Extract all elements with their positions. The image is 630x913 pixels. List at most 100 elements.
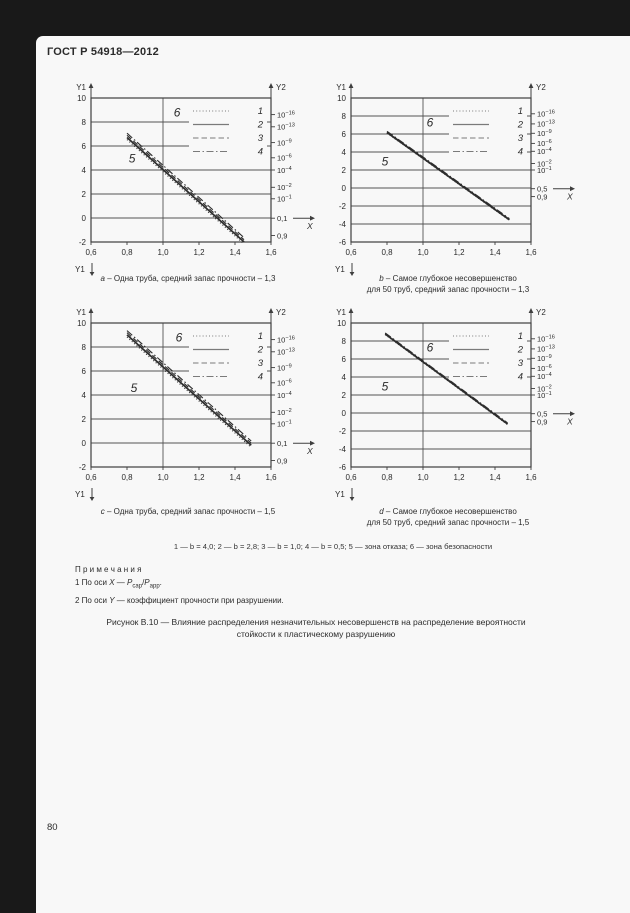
y2-tick-label: 10−9 <box>277 138 292 147</box>
note-2: 2 По оси Y — коэффициент прочности при р… <box>75 595 284 605</box>
x-axis-label: X <box>566 192 573 202</box>
legend-item-label: 1 <box>258 106 263 117</box>
y2-tick-label: 10−4 <box>537 147 552 156</box>
y1-tick-label: 10 <box>337 94 346 103</box>
y1-tick-label: -2 <box>339 427 347 436</box>
x-tick-label: 1,4 <box>229 248 241 257</box>
y2-tick-label: 10−13 <box>277 123 295 132</box>
y2-tick-label: 10−16 <box>277 110 295 119</box>
safety-zone-label: 6 <box>176 330 183 344</box>
y1-axis-label: Y1 <box>76 308 86 317</box>
y1-tick-label: 2 <box>82 190 87 199</box>
y1-tick-label: 2 <box>342 166 347 175</box>
y1-tick-label: 4 <box>82 391 87 400</box>
safety-zone-label: 6 <box>174 105 181 119</box>
legend: 1 2 3 4 <box>189 328 267 383</box>
y1-axis-label: Y1 <box>336 83 346 92</box>
caption-text-c: – Одна труба, средний запас прочности – … <box>107 507 276 516</box>
y1-tick-label: 6 <box>342 355 347 364</box>
x-tick-label: 1,2 <box>193 248 205 257</box>
x-tick-label: 1,0 <box>417 248 429 257</box>
y2-tick-label: 10−6 <box>537 364 552 373</box>
y1-tick-label: 10 <box>77 94 86 103</box>
y1-axis-label-bottom: Y1 <box>335 490 345 499</box>
x-tick-label: 0,6 <box>85 473 97 482</box>
failure-zone-label: 5 <box>129 152 136 166</box>
legend-item-label: 1 <box>258 331 263 342</box>
y2-axis-label: Y2 <box>276 308 286 317</box>
caption-letter-b: b <box>379 274 384 283</box>
caption-letter-a: a <box>100 274 105 283</box>
y2-tick-label: 10−1 <box>537 166 552 175</box>
x-tick-label: 1,0 <box>417 473 429 482</box>
x-tick-label: 0,8 <box>121 473 133 482</box>
y1-tick-label: 0 <box>82 439 87 448</box>
x-tick-label: 1,6 <box>265 248 277 257</box>
legend-item-label: 1 <box>518 331 523 342</box>
safety-zone-label: 6 <box>427 116 434 130</box>
x-axis-label: X <box>306 221 313 231</box>
x-tick-label: 0,6 <box>345 473 357 482</box>
y2-tick-label: 10−9 <box>537 354 552 363</box>
y2-tick-label: 0,9 <box>277 456 287 465</box>
x-tick-label: 0,6 <box>85 248 97 257</box>
y2-tick-label: 10−13 <box>537 345 555 354</box>
y2-tick-label: 10−13 <box>537 120 555 129</box>
x-tick-label: 1,4 <box>489 248 501 257</box>
y1-tick-label: 4 <box>342 373 347 382</box>
legend-item-label: 3 <box>518 358 524 369</box>
y2-tick-label: 10−16 <box>537 110 555 119</box>
caption-text-d2: для 50 труб, средний запас прочности – 1… <box>366 518 530 527</box>
y1-axis-label-bottom: Y1 <box>75 265 85 274</box>
y2-tick-label: 10−4 <box>537 372 552 381</box>
series-line-2 <box>386 131 510 221</box>
x-tick-label: 1,6 <box>525 248 537 257</box>
y1-tick-label: -6 <box>339 463 347 472</box>
y2-tick-label: 0,1 <box>277 214 287 223</box>
notes-block: П р и м е ч а н и я 1 По оси X — Pcap/Pa… <box>75 563 284 607</box>
series-lines <box>126 132 245 245</box>
legend-item-label: 3 <box>258 358 264 369</box>
caption-chart-b: b – Самое глубокое несовершенство для 50… <box>317 273 579 295</box>
caption-letter-d: d <box>379 507 384 516</box>
x-tick-label: 1,2 <box>453 248 465 257</box>
y1-tick-label: 8 <box>342 337 347 346</box>
legend-item-label: 4 <box>518 372 523 383</box>
x-tick-label: 0,8 <box>381 473 393 482</box>
y1-axis-label: Y1 <box>76 83 86 92</box>
legend-item-label: 2 <box>257 120 264 131</box>
x-tick-label: 1,2 <box>453 473 465 482</box>
legend-item-label: 2 <box>257 345 264 356</box>
y2-tick-label: 10−13 <box>277 348 295 357</box>
y1-tick-label: 0 <box>342 184 347 193</box>
x-tick-label: 1,4 <box>229 473 241 482</box>
series-lines <box>386 130 510 221</box>
legend-item-label: 3 <box>518 133 524 144</box>
x-tick-label: 1,6 <box>265 473 277 482</box>
legend: 1 2 3 4 <box>449 103 527 158</box>
y1-tick-label: 0 <box>82 214 87 223</box>
legend-item-label: 4 <box>518 147 523 158</box>
series-line-3 <box>126 134 245 241</box>
x-tick-label: 1,6 <box>525 473 537 482</box>
notes-title: П р и м е ч а н и я <box>75 565 142 574</box>
y1-axis-label-bottom: Y1 <box>335 265 345 274</box>
axis-arrows: Y1 Y2 Y1 <box>335 83 546 276</box>
y2-tick-label: 0,9 <box>537 417 547 426</box>
y1-tick-label: -2 <box>339 202 347 211</box>
x-tick-label: 0,6 <box>345 248 357 257</box>
axis-arrows: Y1 Y2 Y1 <box>75 83 286 276</box>
y2-tick-label: 10−2 <box>537 159 552 168</box>
series-lines <box>126 330 252 448</box>
caption-text-b1: – Самое глубокое несовершенство <box>385 274 517 283</box>
x-tick-label: 0,8 <box>381 248 393 257</box>
series-line-2 <box>126 334 252 446</box>
series-lines <box>384 332 509 426</box>
y1-axis-label: Y1 <box>336 308 346 317</box>
